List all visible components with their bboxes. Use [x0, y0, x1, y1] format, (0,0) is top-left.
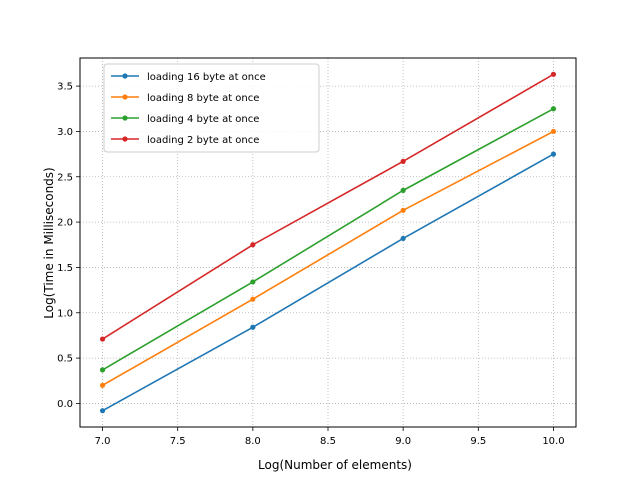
legend-label: loading 4 byte at once [147, 114, 259, 125]
data-point [400, 158, 406, 164]
series-line-3 [102, 73, 554, 340]
series-line-0 [102, 153, 554, 412]
legend-swatch-marker [122, 115, 128, 121]
data-point [550, 128, 557, 135]
data-point [550, 151, 557, 157]
legend-label: loading 2 byte at once [147, 135, 259, 146]
data-point [99, 336, 106, 342]
y-tick-label: 3.0 [57, 127, 73, 138]
legend-swatch-marker [122, 136, 128, 142]
series-line-1 [102, 130, 554, 386]
y-tick-label: 1.0 [57, 308, 73, 319]
data-point [250, 242, 256, 248]
y-tick-label: 1.5 [57, 263, 73, 274]
x-tick-label: 8.0 [245, 436, 261, 447]
x-axis-label: Log(Number of elements) [258, 458, 412, 472]
data-point [99, 382, 106, 388]
data-point [400, 187, 406, 193]
y-axis: 0.0 0.5 1.0 1.5 2.0 2.5 3.0 3.5 [57, 82, 80, 410]
data-point [250, 324, 256, 330]
legend-swatch-marker [122, 94, 128, 100]
data-point [550, 106, 557, 112]
data-point [400, 207, 406, 213]
data-point [99, 367, 106, 373]
y-tick-label: 2.5 [57, 172, 73, 183]
y-tick-label: 0.5 [57, 354, 73, 365]
legend-label: loading 8 byte at once [147, 93, 259, 104]
x-tick-label: 7.0 [95, 436, 111, 447]
legend-box [103, 63, 320, 153]
data-point [400, 235, 406, 242]
x-axis: 7.0 7.5 8.0 8.5 9.0 9.5 10.0 [95, 427, 565, 447]
legend: loading 16 byte at once loading 8 byte at… [103, 63, 320, 153]
y-tick-label: 3.5 [57, 82, 73, 93]
data-point [250, 279, 256, 285]
y-tick-label: 2.0 [57, 218, 73, 229]
legend-swatch-marker [122, 73, 128, 79]
series-line-2 [102, 108, 554, 371]
y-axis-label: Log(Time in Milliseconds) [42, 167, 56, 318]
x-tick-label: 10.0 [542, 436, 564, 447]
data-point [99, 408, 106, 414]
series-layer [99, 71, 557, 414]
x-tick-label: 9.5 [470, 436, 486, 447]
legend-label: loading 16 byte at once [147, 72, 266, 83]
data-point [250, 296, 256, 302]
x-tick-label: 9.0 [395, 436, 411, 447]
y-tick-label: 0.0 [57, 399, 73, 410]
data-point [550, 71, 557, 77]
x-tick-label: 7.5 [170, 436, 186, 447]
x-tick-label: 8.5 [320, 436, 336, 447]
